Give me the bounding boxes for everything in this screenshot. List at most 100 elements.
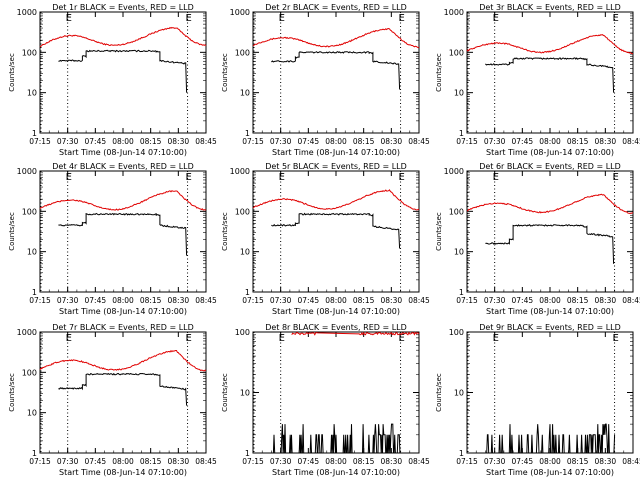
- y-tick-label: 10: [240, 389, 250, 398]
- plot-frame: [252, 11, 420, 134]
- y-axis-label: Counts/sec: [435, 53, 443, 92]
- x-tick-label: 08:45: [622, 296, 640, 305]
- series-lld: [39, 190, 207, 211]
- series-events: [58, 49, 188, 93]
- x-tick-label: 08:15: [353, 296, 375, 305]
- x-tick-label: 08:30: [168, 137, 190, 146]
- x-axis-label: Start Time (08-Jun-14 07:10:00): [486, 468, 614, 477]
- event-marker-label: E: [186, 333, 192, 344]
- x-tick-label: 07:15: [456, 457, 478, 466]
- panel-title: Det 4r BLACK = Events, RED = LLD: [52, 162, 194, 171]
- series-lld: [252, 27, 420, 49]
- x-tick-label: 07:15: [456, 296, 478, 305]
- y-tick-label: 1000: [17, 328, 37, 337]
- y-tick-label: 100: [235, 48, 250, 57]
- x-tick-label: 08:15: [353, 137, 375, 146]
- y-tick-label: 1000: [17, 8, 37, 17]
- panel-det-6: Det 6r BLACK = Events, RED = LLD Counts/s…: [435, 162, 640, 316]
- x-tick-label: 08:15: [140, 296, 162, 305]
- x-tick-label: 07:30: [484, 137, 506, 146]
- y-tick-label: 1: [32, 449, 37, 458]
- y-tick-label: 1000: [444, 8, 464, 17]
- x-tick-label: 07:30: [270, 137, 292, 146]
- event-marker-label: E: [613, 333, 619, 344]
- series-lld: [39, 349, 207, 372]
- series-lld: [291, 331, 420, 336]
- y-tick-label: 10: [27, 248, 37, 257]
- y-axis-label: Counts/sec: [221, 212, 229, 251]
- event-marker-label: E: [399, 333, 405, 344]
- x-tick-label: 07:15: [242, 296, 264, 305]
- y-axis-label: Counts/sec: [8, 373, 16, 412]
- x-tick-label: 08:45: [622, 137, 640, 146]
- y-axis-label: Counts/sec: [435, 373, 443, 412]
- event-marker-label: E: [66, 13, 72, 24]
- y-tick-label: 100: [235, 207, 250, 216]
- panel-det-2: Det 2r BLACK = Events, RED = LLD Counts/s…: [221, 3, 430, 157]
- y-tick-label: 1: [245, 449, 250, 458]
- event-marker-label: E: [279, 13, 285, 24]
- x-axis-label: Start Time (08-Jun-14 07:10:00): [59, 468, 187, 477]
- x-tick-label: 08:30: [381, 296, 403, 305]
- x-tick-label: 08:45: [408, 296, 430, 305]
- event-marker-label: E: [493, 13, 499, 24]
- x-tick-label: 07:45: [512, 457, 534, 466]
- event-marker-label: E: [493, 172, 499, 183]
- y-tick-label: 1: [459, 129, 464, 138]
- event-marker-label: E: [186, 13, 192, 24]
- x-tick-label: 08:30: [381, 137, 403, 146]
- series-events: [58, 372, 188, 406]
- event-marker-label: E: [279, 172, 285, 183]
- y-tick-label: 10: [454, 89, 464, 98]
- event-marker-label: E: [493, 333, 499, 344]
- x-tick-label: 08:30: [168, 457, 190, 466]
- x-tick-label: 07:45: [512, 296, 534, 305]
- plot-frame: [466, 11, 634, 134]
- panel-det-5: Det 5r BLACK = Events, RED = LLD Counts/s…: [221, 162, 430, 316]
- x-tick-label: 08:45: [195, 137, 217, 146]
- x-tick-label: 08:15: [567, 137, 589, 146]
- panel-det-3: Det 3r BLACK = Events, RED = LLD Counts/s…: [435, 3, 640, 157]
- x-tick-label: 07:45: [298, 457, 320, 466]
- x-tick-label: 08:15: [567, 457, 589, 466]
- x-tick-label: 08:15: [140, 457, 162, 466]
- x-tick-label: 08:45: [195, 457, 217, 466]
- x-tick-label: 08:45: [408, 137, 430, 146]
- series-events: [271, 51, 401, 90]
- panel-det-9: Det 9r BLACK = Events, RED = LLD Counts/s…: [435, 323, 640, 477]
- event-marker-label: E: [66, 172, 72, 183]
- x-tick-label: 07:15: [456, 137, 478, 146]
- y-tick-label: 10: [27, 409, 37, 418]
- y-tick-label: 1: [459, 288, 464, 297]
- x-tick-label: 07:15: [242, 457, 264, 466]
- y-tick-label: 100: [22, 48, 37, 57]
- event-marker-label: E: [279, 333, 285, 344]
- panel-title: Det 5r BLACK = Events, RED = LLD: [265, 162, 407, 171]
- panel-title: Det 1r BLACK = Events, RED = LLD: [52, 3, 194, 12]
- panel-title: Det 8r BLACK = Events, RED = LLD: [265, 323, 407, 332]
- series-lld: [466, 193, 634, 214]
- y-tick-label: 100: [449, 207, 464, 216]
- y-tick-label: 10: [27, 89, 37, 98]
- plot-frame: [39, 11, 207, 134]
- plot-frame: [39, 170, 207, 293]
- x-tick-label: 08:00: [539, 137, 561, 146]
- y-tick-label: 1000: [230, 8, 250, 17]
- x-tick-label: 07:30: [57, 137, 79, 146]
- y-tick-label: 1000: [230, 167, 250, 176]
- y-tick-label: 1: [245, 288, 250, 297]
- event-marker-label: E: [613, 172, 619, 183]
- y-tick-label: 10: [454, 389, 464, 398]
- x-tick-label: 07:30: [270, 457, 292, 466]
- event-marker-label: E: [399, 172, 405, 183]
- x-axis-label: Start Time (08-Jun-14 07:10:00): [486, 307, 614, 316]
- x-tick-label: 07:45: [298, 296, 320, 305]
- y-tick-label: 100: [449, 48, 464, 57]
- x-axis-label: Start Time (08-Jun-14 07:10:00): [272, 307, 400, 316]
- event-marker-label: E: [66, 333, 72, 344]
- y-axis-label: Counts/sec: [221, 373, 229, 412]
- y-tick-label: 100: [22, 368, 37, 377]
- panel-det-4: Det 4r BLACK = Events, RED = LLD Counts/s…: [8, 162, 217, 316]
- x-tick-label: 08:30: [168, 296, 190, 305]
